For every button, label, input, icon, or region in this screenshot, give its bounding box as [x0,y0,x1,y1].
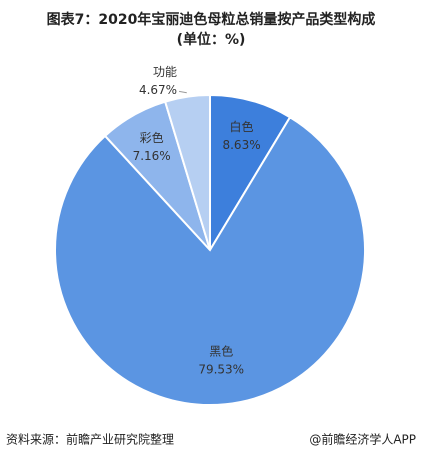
slice-label: 白色 [230,119,254,134]
slice-value-label: 7.16% [133,149,171,163]
pie-slice [54,115,366,406]
slice-label: 黑色 [209,345,233,359]
chart-subtitle: (单位：%) [177,31,246,48]
leader-line [178,90,187,94]
slice-label: 功能 [153,65,177,79]
credit: @前瞻经济学人APP [309,432,416,447]
slice-value-label: 8.63% [222,138,260,152]
source: 资料来源：前瞻产业研究院整理 [6,432,174,447]
pie-slice [163,93,211,251]
pie-slice [209,93,292,254]
slice-value-label: 4.67% [139,83,177,97]
slice-label: 彩色 [140,131,164,145]
chart-title: 图表7：2020年宝丽迪色母粒总销量按产品类型构成 [47,11,376,28]
slice-value-label: 79.53% [198,363,244,377]
